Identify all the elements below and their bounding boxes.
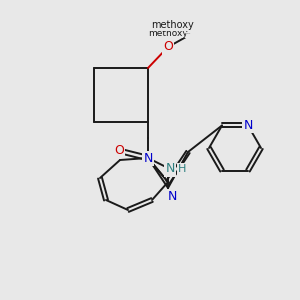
Text: O: O	[114, 143, 124, 157]
Text: N: N	[143, 152, 153, 164]
Text: N: N	[165, 163, 175, 176]
Text: methoxy: methoxy	[185, 32, 191, 34]
Text: H: H	[178, 164, 186, 174]
Text: methoxy: methoxy	[148, 28, 188, 38]
Text: N: N	[243, 119, 253, 132]
Text: O: O	[163, 40, 173, 53]
Text: methoxy: methoxy	[151, 20, 194, 30]
Text: N: N	[167, 190, 177, 202]
